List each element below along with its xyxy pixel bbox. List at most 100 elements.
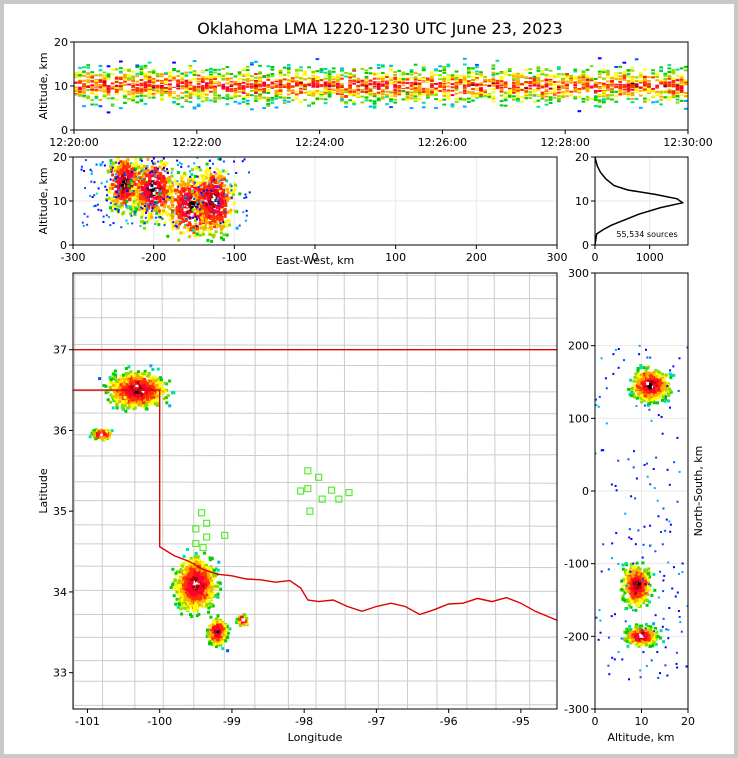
source-cell [127,77,131,80]
source-cell [675,68,680,71]
county-line [73,704,557,706]
source-cell [200,187,204,191]
source-cell [140,206,142,209]
source-cell [397,91,402,94]
source-cell [507,74,512,77]
source-cell [659,81,663,84]
county-line [101,273,104,709]
source-cell [634,97,639,100]
source-cell [206,228,210,232]
source-cell [462,82,467,84]
source-cell [157,177,161,180]
source-cell [134,201,138,205]
source-cell [290,90,295,93]
source-cell [274,93,279,96]
source-cell [229,183,232,186]
source-cell [233,83,238,86]
source-cell [119,191,123,195]
source-cell [180,96,185,99]
source-cell [182,189,186,193]
source-cell [618,90,623,93]
source-cell [167,213,171,217]
source-cell [195,227,199,231]
source-cell [491,65,496,67]
source-cell [507,89,512,92]
source-cell [557,75,561,78]
source-cell [487,95,492,98]
source-cell [151,85,156,87]
source-cell [630,82,635,85]
source-cell [188,67,193,70]
source-cell [323,81,328,84]
source-cell [86,97,90,100]
source-cell [618,65,623,68]
source-cell [106,75,111,78]
source-cell [340,85,344,88]
source-cell [278,86,283,89]
source-cell [340,83,344,86]
source-cell [125,199,129,203]
source-cell [683,95,688,98]
source-cell [667,90,672,93]
source-cell [191,228,195,232]
source-cell [528,68,533,71]
source-cell [192,226,196,229]
source-cell [319,94,324,97]
source-cell [622,71,627,74]
source-cell [141,213,145,216]
source-cell [180,213,184,217]
source-cell [219,211,222,215]
source-cell [254,76,258,79]
source-cell [160,203,164,207]
source-cell [237,86,242,89]
source-cell [413,92,418,95]
source-cell [147,92,152,95]
source-cell [643,76,647,79]
county-line [73,565,557,569]
source-cell [134,401,138,405]
source-cell [303,91,307,94]
source-cell [356,77,361,80]
source-cell [307,92,311,95]
source-cell [544,68,549,71]
source-cell [214,190,218,194]
source-cell [200,201,204,205]
source-cell [651,101,655,104]
source-cell [225,78,230,81]
source-cell [209,90,213,93]
source-cell [176,83,180,86]
source-cell [327,93,332,96]
source-cell [218,172,222,176]
source-cell [315,76,320,79]
east-west-ytick-label: 0 [60,239,67,252]
source-cell [115,180,118,183]
source-cell [176,180,179,183]
source-cell [438,65,442,68]
source-cell [111,198,115,202]
time-altitude-xtick-label: 12:22:00 [172,136,221,149]
source-cell [139,94,144,97]
source-cell [581,72,586,75]
east-west-xlabel: East-West, km [276,254,354,267]
source-cell [166,195,169,198]
source-cell [74,93,78,96]
source-cell [352,89,356,92]
source-cell [507,87,512,90]
source-cell [327,85,332,88]
source-cell [507,91,512,93]
source-cell [618,86,623,89]
source-cell [421,101,426,104]
source-cell [577,81,582,84]
source-cell [219,213,223,217]
source-cell [602,86,606,89]
source-cell [462,89,467,92]
source-cell [141,177,144,180]
source-cell [156,206,160,210]
source-cell [171,204,175,208]
source-cell [225,93,230,96]
source-cell [561,92,565,95]
county-boundaries [73,273,557,709]
source-cell [113,205,117,209]
source-cell [90,103,95,106]
source-cell [679,76,684,79]
